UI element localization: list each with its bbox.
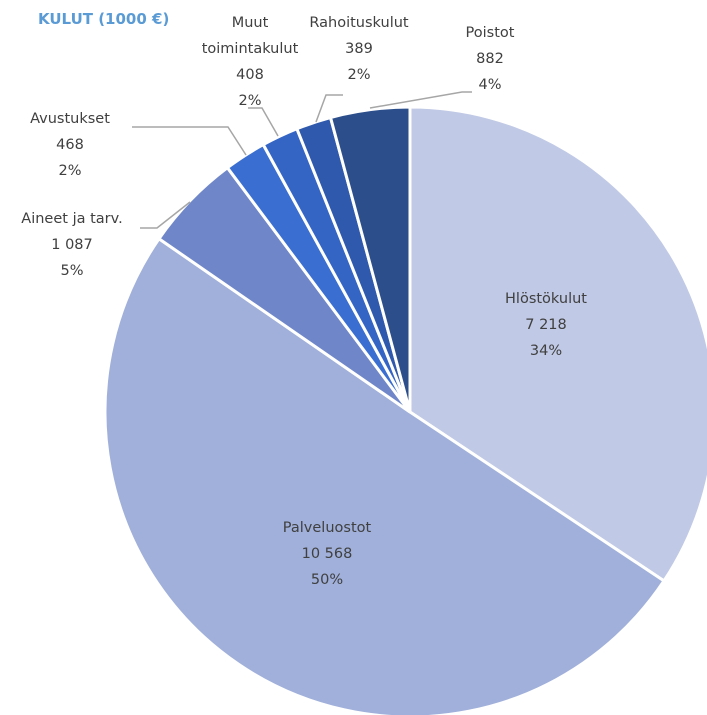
category-label: Rahoituskulut [309, 15, 409, 31]
leader-line [369, 91, 472, 109]
percent-label: 4% [478, 77, 502, 93]
percent-label: 2% [58, 163, 82, 179]
category-label: Palveluostot [282, 520, 372, 536]
data-label: Palveluostot 10 568 50% [267, 515, 387, 593]
data-label: Aineet ja tarv. 1 087 5% [7, 206, 137, 284]
leader-line [132, 126, 247, 156]
data-label: Muut toimintakulut 408 2% [200, 10, 300, 114]
value-label: 10 568 [301, 546, 353, 562]
leader-line [315, 94, 343, 123]
value-label: 408 [236, 67, 264, 83]
chart-title: KULUT (1000 €) [38, 10, 170, 28]
slices [103, 105, 707, 715]
data-label: Avustukset 468 2% [15, 106, 125, 184]
category-label: Avustukset [30, 111, 110, 127]
percent-label: 2% [238, 93, 262, 109]
percent-label: 50% [310, 572, 344, 588]
value-label: 7 218 [525, 317, 567, 333]
category-label: Poistot [465, 25, 515, 41]
category-label: Muut toimintakulut [201, 15, 299, 57]
value-label: 882 [476, 51, 504, 67]
percent-label: 34% [529, 343, 563, 359]
value-label: 1 087 [51, 237, 93, 253]
leader-line [248, 107, 279, 137]
leader-line [140, 201, 191, 229]
pie-slice [408, 105, 707, 583]
data-label: Hlöstökulut 7 218 34% [486, 286, 606, 364]
pie-slice [103, 236, 667, 715]
data-label: Rahoituskulut 389 2% [299, 10, 419, 88]
value-label: 468 [56, 137, 84, 153]
percent-label: 2% [347, 67, 371, 83]
pie-slice [328, 105, 412, 413]
category-label: Aineet ja tarv. [21, 211, 123, 227]
category-label: Hlöstökulut [505, 291, 587, 307]
value-label: 389 [345, 41, 373, 57]
data-label: Poistot 882 4% [450, 20, 530, 98]
percent-label: 5% [60, 263, 84, 279]
